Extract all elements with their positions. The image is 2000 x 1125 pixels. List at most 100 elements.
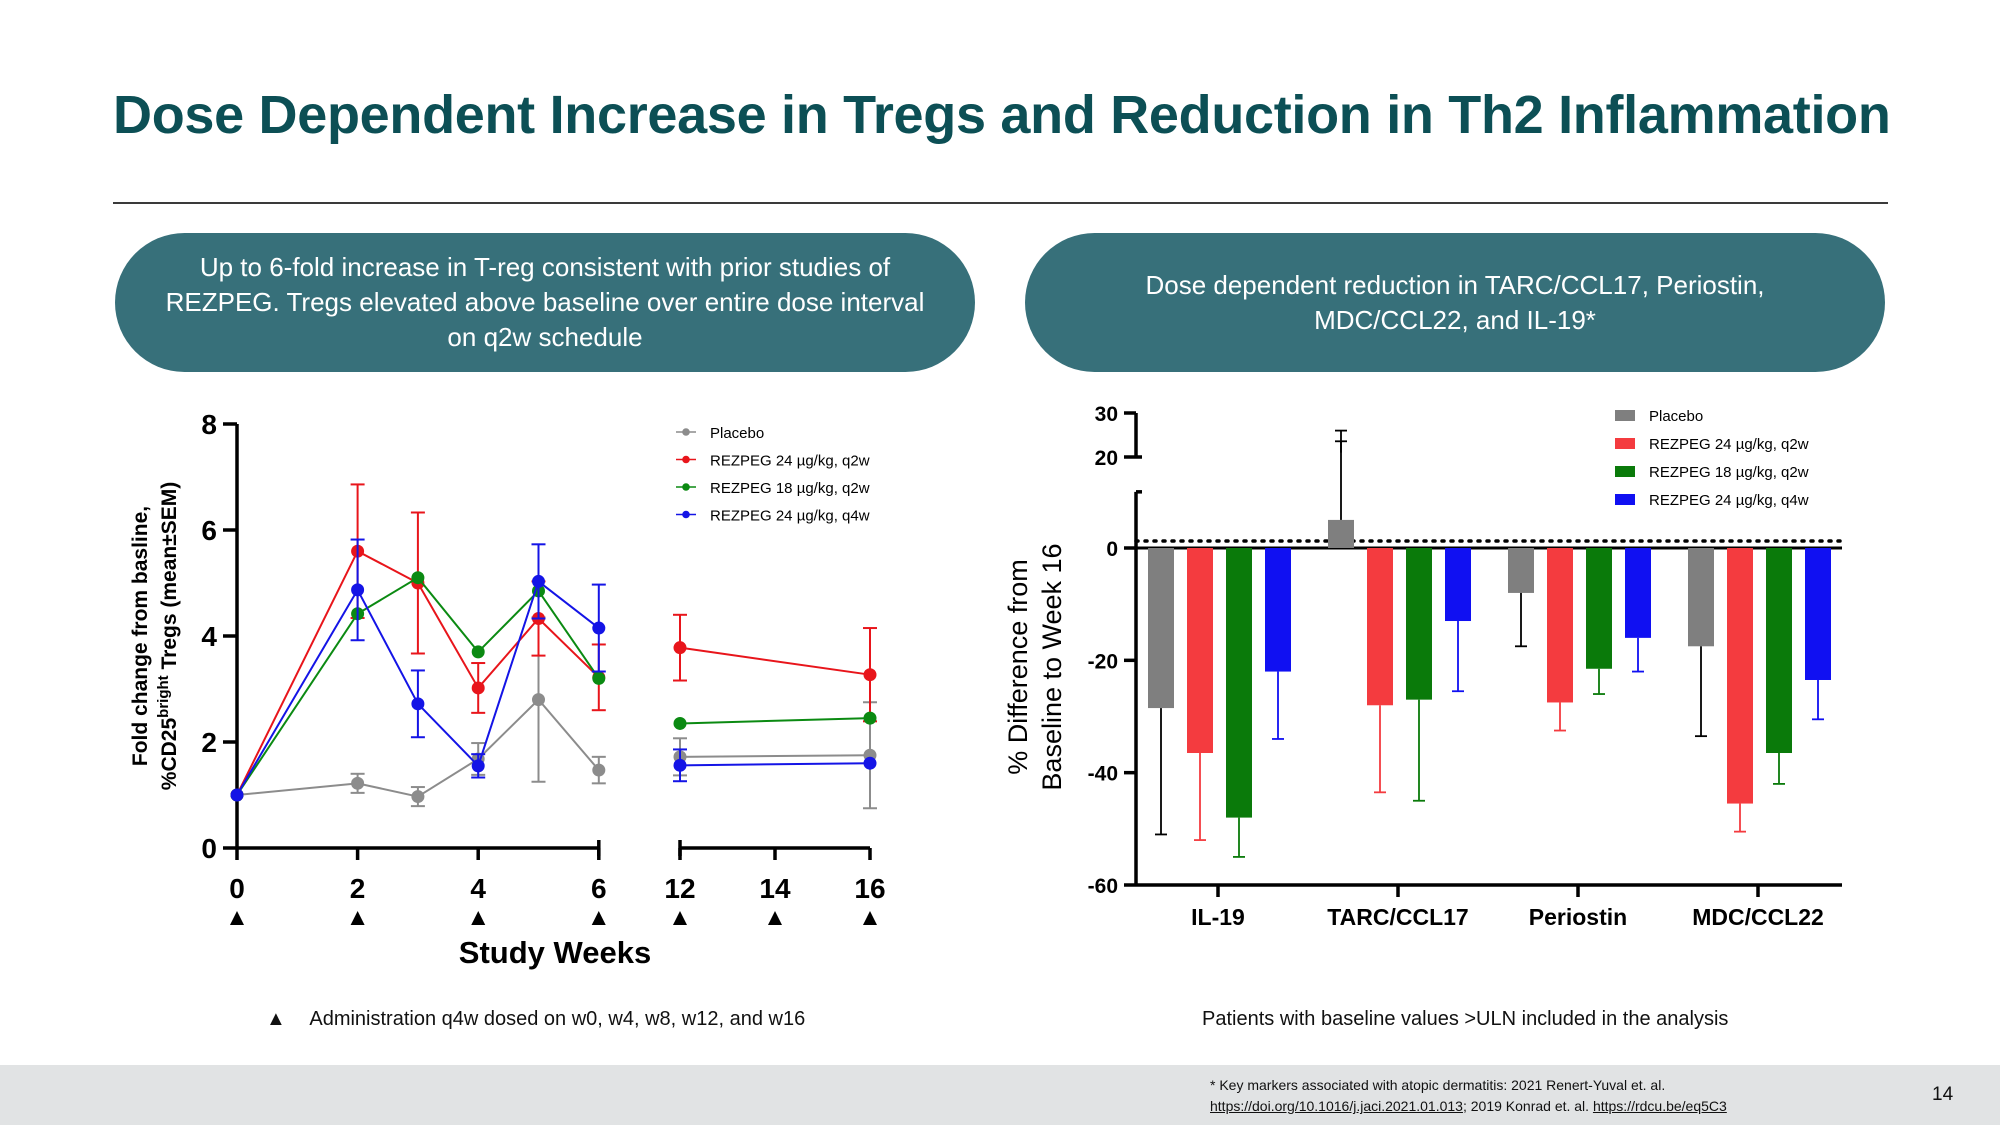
dose-marker-triangle-icon: ▲: [763, 904, 787, 931]
data-point: [863, 756, 877, 770]
legend-marker: [682, 428, 690, 436]
data-point: [673, 641, 687, 655]
y-tick-label: 6: [201, 515, 217, 546]
y-tick-label: 30: [1095, 403, 1118, 426]
legend-label: REZPEG 24 µg/kg, q2w: [1649, 436, 1809, 453]
legend-label: REZPEG 24 µg/kg, q4w: [710, 508, 870, 525]
series-line: [679, 717, 871, 725]
bar: [1406, 548, 1432, 700]
y-tick-label: -40: [1088, 763, 1118, 786]
administration-note: ▲ Administration q4w dosed on w0, w4, w8…: [266, 1008, 805, 1031]
data-point: [471, 645, 485, 659]
data-point: [673, 758, 687, 772]
left-summary-callout: Up to 6-fold increase in T-reg consisten…: [115, 233, 975, 372]
y-tick-label: -20: [1088, 650, 1118, 673]
y-axis-label-superscript: bright: [155, 675, 172, 718]
data-point: [230, 788, 244, 802]
data-point: [532, 693, 545, 707]
data-point: [411, 571, 425, 585]
series-line: [236, 576, 600, 796]
data-point: [532, 574, 545, 588]
x-tick-label: 0: [229, 873, 245, 904]
series-line: [236, 549, 600, 796]
legend-label: REZPEG 24 µg/kg, q4w: [1649, 492, 1809, 509]
series-3: [230, 538, 877, 802]
series-line: [236, 579, 600, 796]
x-tick-label: 2: [350, 873, 366, 904]
right-summary-text: Dose dependent reduction in TARC/CCL17, …: [1145, 269, 1765, 335]
data-point: [411, 697, 425, 711]
data-point: [592, 671, 606, 685]
category-label: MDC/CCL22: [1692, 904, 1824, 930]
dose-marker-triangle-icon: ▲: [858, 904, 882, 931]
series-line: [236, 698, 600, 798]
page-number: 14: [1932, 1084, 1954, 1105]
category-label: TARC/CCL17: [1327, 904, 1468, 930]
data-point: [411, 790, 425, 804]
dose-marker-triangle-icon: ▲: [466, 904, 490, 931]
bar: [1508, 548, 1534, 593]
bar: [1766, 548, 1792, 754]
y-tick-label: 8: [201, 409, 217, 440]
reference-link-1[interactable]: https://doi.org/10.1016/j.jaci.2021.01.0…: [1210, 1098, 1463, 1114]
y-tick-label: 0: [1106, 538, 1118, 561]
x-tick-label: 16: [854, 873, 885, 904]
legend-swatch: [1615, 494, 1635, 505]
y-axis-label-line-1: Fold change from basline,: [129, 506, 152, 766]
legend-label: REZPEG 18 µg/kg, q2w: [1649, 464, 1809, 481]
bar: [1688, 548, 1714, 647]
bar: [1328, 519, 1354, 548]
bar: [1625, 548, 1651, 638]
slide-title: Dose Dependent Increase in Tregs and Red…: [113, 85, 1891, 145]
bar: [1586, 548, 1612, 669]
bar: [1367, 548, 1393, 706]
x-axis-label: Study Weeks: [459, 935, 651, 970]
legend-label: REZPEG 18 µg/kg, q2w: [710, 480, 870, 497]
category-label: Periostin: [1529, 904, 1627, 930]
data-point: [592, 763, 606, 777]
bar: [1148, 548, 1174, 709]
legend-swatch: [1615, 466, 1635, 477]
y-axis-label-part: Tregs (mean±SEM): [158, 482, 181, 676]
bar: [1727, 548, 1753, 804]
y-tick-label: 0: [201, 833, 217, 864]
title-divider: [113, 202, 1888, 204]
data-point: [673, 716, 687, 730]
data-point: [351, 776, 365, 790]
bar: [1445, 548, 1471, 622]
dose-triangle-icon: ▲: [266, 1008, 286, 1030]
data-point: [592, 621, 606, 635]
dose-marker-triangle-icon: ▲: [587, 904, 611, 931]
data-point: [471, 681, 485, 695]
reference-line-2: https://doi.org/10.1016/j.jaci.2021.01.0…: [1210, 1096, 1727, 1117]
legend-swatch: [1615, 438, 1635, 449]
x-tick-label: 12: [664, 873, 695, 904]
y-tick-label: 20: [1095, 447, 1118, 470]
x-tick-label: 6: [591, 873, 607, 904]
y-tick-label: -60: [1088, 875, 1118, 898]
data-point: [471, 759, 485, 773]
data-point: [351, 583, 365, 597]
dose-marker-triangle-icon: ▲: [346, 904, 370, 931]
footer-bar: [0, 1065, 2000, 1125]
series-line: [679, 646, 871, 676]
reference-separator: ; 2019 Konrad et. al.: [1462, 1098, 1593, 1114]
data-point: [863, 668, 877, 682]
data-point: [863, 711, 877, 725]
bar: [1265, 548, 1291, 672]
dose-marker-triangle-icon: ▲: [668, 904, 692, 931]
y-tick-label: 4: [201, 621, 217, 652]
dose-marker-triangle-icon: ▲: [225, 904, 249, 931]
x-tick-label: 4: [470, 873, 486, 904]
baseline-note: Patients with baseline values >ULN inclu…: [1202, 1008, 1729, 1030]
reference-link-2[interactable]: https://rdcu.be/eq5C3: [1592, 1098, 1727, 1114]
right-summary-callout: Dose dependent reduction in TARC/CCL17, …: [1025, 233, 1885, 372]
x-tick-label: 14: [759, 873, 791, 904]
y-axis-label-part: %CD25: [158, 718, 181, 791]
bar: [1226, 548, 1252, 818]
legend-label: Placebo: [1649, 408, 1703, 425]
legend-marker: [682, 510, 690, 519]
legend-marker: [682, 483, 690, 491]
